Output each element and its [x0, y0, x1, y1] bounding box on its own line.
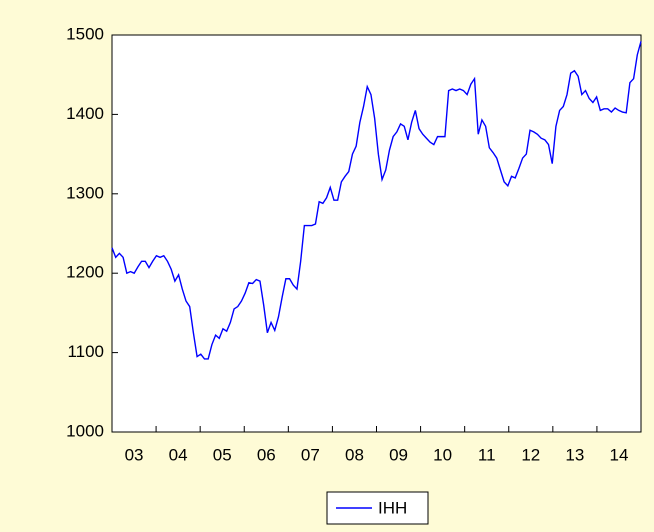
y-tick-label: 1500	[66, 24, 104, 43]
y-tick-label: 1000	[66, 421, 104, 440]
y-tick-label: 1400	[66, 104, 104, 123]
x-tick-label: 13	[565, 445, 584, 464]
x-tick-label: 12	[521, 445, 540, 464]
x-tick-label: 07	[301, 445, 320, 464]
legend-label: IHH	[378, 498, 407, 517]
y-tick-label: 1300	[66, 183, 104, 202]
x-tick-label: 14	[609, 445, 628, 464]
x-tick-label: 04	[169, 445, 188, 464]
x-tick-label: 11	[478, 445, 496, 464]
x-tick-label: 05	[213, 445, 232, 464]
y-tick-label: 1200	[66, 263, 104, 282]
x-tick-label: 03	[125, 445, 144, 464]
x-tick-label: 08	[345, 445, 364, 464]
data-line	[111, 41, 642, 360]
x-tick-label: 10	[433, 445, 452, 464]
plot-area	[111, 34, 642, 433]
y-tick-label: 1100	[67, 342, 104, 361]
x-tick-label: 06	[257, 445, 276, 464]
x-tick-label: 09	[389, 445, 408, 464]
